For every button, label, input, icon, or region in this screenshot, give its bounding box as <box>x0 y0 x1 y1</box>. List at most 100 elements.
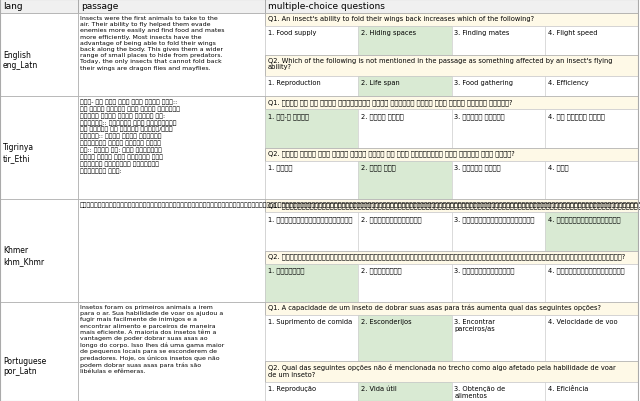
Text: 4. ቡዴት: 4. ቡዴት <box>548 164 568 171</box>
Text: lang: lang <box>3 2 22 11</box>
Text: Portuguese
por_Latn: Portuguese por_Latn <box>3 356 46 375</box>
Bar <box>358 27 451 55</box>
Bar <box>358 110 451 148</box>
Text: passage: passage <box>81 2 118 11</box>
Bar <box>265 148 638 161</box>
Text: Q1. A capacidade de um inseto de dobrar suas asas para trás aumenta qual das seg: Q1. A capacidade de um inseto de dobrar … <box>268 304 601 311</box>
Text: 1. Reprodução: 1. Reprodução <box>268 385 316 391</box>
Bar <box>265 161 358 200</box>
Bar <box>451 382 545 401</box>
Text: 2. ምህኡት ቤታታት: 2. ምህኡት ቤታታት <box>361 113 404 119</box>
Text: 1. តាមស័ឡញ: 1. តាមស័ឡញ <box>268 267 305 273</box>
Text: 1. តាមស័ឡញក្រឡត់អ្វឡត់: 1. តាមស័ឡញក្រឡត់អ្វឡត់ <box>268 215 353 222</box>
Bar <box>545 161 638 200</box>
Text: 3. តាមស័ឡញក្រឡាក: 3. តាមស័ឡញក្រឡាក <box>454 267 515 273</box>
Text: English
eng_Latn: English eng_Latn <box>3 51 38 70</box>
Text: Insects were the first animals to take to the
air. Their ability to fly helped t: Insects were the first animals to take t… <box>80 16 225 71</box>
Text: 3. ሟስከረት ሟየደብ: 3. ሟስከረት ሟየደብ <box>454 164 501 171</box>
Text: 1. ለዲ-ን ሟየደብ: 1. ለዲ-ን ሟየደብ <box>268 113 309 119</box>
Text: 4. Efficiency: 4. Efficiency <box>548 79 588 85</box>
Text: multiple-choice questions: multiple-choice questions <box>268 2 385 11</box>
Bar <box>545 213 638 251</box>
Bar <box>358 264 451 302</box>
Bar <box>545 110 638 148</box>
Text: 2. Esconderijos: 2. Esconderijos <box>361 318 412 324</box>
Bar <box>0 0 78 14</box>
Text: 1. Food supply: 1. Food supply <box>268 30 316 36</box>
Text: 2. Vida útil: 2. Vida útil <box>361 385 397 391</box>
Bar <box>265 302 638 315</box>
Text: 4. ንየ ሟንዳበም ፈጥነት: 4. ንየ ሟንዳበም ፈጥነት <box>548 113 605 119</box>
Bar <box>265 251 638 264</box>
Bar <box>358 315 451 361</box>
Text: 4. Flight speed: 4. Flight speed <box>548 30 597 36</box>
Bar <box>358 161 451 200</box>
Bar <box>265 264 358 302</box>
Bar <box>78 97 265 200</box>
Bar <box>265 97 638 110</box>
Bar <box>78 14 265 97</box>
Bar <box>265 27 358 55</box>
Bar <box>451 110 545 148</box>
Bar <box>545 382 638 401</box>
Text: 2. Life span: 2. Life span <box>361 79 400 85</box>
Text: 4. លាស័វយក័រហ៊អ្វឡត់: 4. លាស័វយក័រហ៊អ្វឡត់ <box>548 267 624 273</box>
Bar <box>358 382 451 401</box>
Bar <box>265 110 358 148</box>
Text: 4. ឡ្ចើហត់ឡន់អ្វឡត់: 4. ឡ្ចើហត់ឡន់អ្វឡត់ <box>548 215 620 222</box>
Bar <box>78 302 265 401</box>
Text: 3. Finding mates: 3. Finding mates <box>454 30 510 36</box>
Text: Khmer
khm_Khmr: Khmer khm_Khmr <box>3 246 44 265</box>
Bar <box>0 97 78 200</box>
Bar <box>265 382 358 401</box>
Text: 2. ក័ឡសត់ហ័ឡហថាន: 2. ក័ឡសត់ហ័ឡហថាន <box>361 215 422 222</box>
Text: Tigrinya
tir_Ethi: Tigrinya tir_Ethi <box>3 143 34 162</box>
Text: 2. ឡត់ម័លសៅ: 2. ឡត់ម័លសៅ <box>361 267 402 273</box>
Bar <box>0 200 78 302</box>
Bar <box>265 361 638 382</box>
Text: Q2. ឡើម័ឡញក្រន័ឡត់សត្វឡឹត្រស័វឡឹត្រអកាសត្វីត័ល័ស្តាមីអ្វសត្វត់ឡឹត្រឡត់អ្វសត្វត់ស: Q2. ឡើម័ឡញក្រន័ឡត់សត្វឡឹត្រស័វឡឹត្រអកាសត… <box>268 253 625 259</box>
Text: 1. ሟፈለየ: 1. ሟፈለየ <box>268 164 292 171</box>
Bar <box>451 264 545 302</box>
Bar <box>265 55 638 76</box>
Bar <box>265 315 358 361</box>
Bar <box>265 0 638 14</box>
Bar <box>451 315 545 361</box>
Text: 3. Obtenção de
alimentos: 3. Obtenção de alimentos <box>454 385 506 398</box>
Bar <box>451 27 545 55</box>
Text: អងអ្វានសត្វសាត់តជាមនុស្សទឹកទឹកទេលស្រភ់សត្វត់អកាសឈដាត់ឡើសកាសមរយ់អងអ្វសត្វត់អកាសទឹ: អងអ្វានសត្វសាត់តជាមនុស្សទឹកទឹកទេលស្រភ់សត… <box>80 201 640 207</box>
Text: Q2. ከሰደት ዘሰደት አብት መየየኖ ትሞየት ቅድኖት ንየ ሔደከ የድቶወተብያት ዘብጅ ዘደትምዊ አንደ እድቶት?: Q2. ከሰደት ዘሰደት አብት መየየኖ ትሞየት ቅድኖት ንየ ሔደከ … <box>268 150 515 157</box>
Text: Q2. Qual das seguintes opções não é mencionada no trecho como algo afetado pela : Q2. Qual das seguintes opções não é menc… <box>268 363 616 377</box>
Text: 1. Suprimento de comida: 1. Suprimento de comida <box>268 318 352 324</box>
Text: 4. Velocidade de voo: 4. Velocidade de voo <box>548 318 618 324</box>
Bar <box>451 76 545 97</box>
Bar <box>358 76 451 97</box>
Text: Q1. អសក្តន័ល័ស្រង្ស្ម័នុស្ស័ក្រិយ័ហើយត់ឡឹស្ត័ត័ត់សត្វម្ចើសត្វឡឹត្រហើយ័រត័ត័ត់សក្: Q1. អសក្តន័ល័ស្រង្ស្ម័នុស្ស័ក្រិយ័ហើយត់ឡ… <box>268 201 640 208</box>
Text: 4. Eficiência: 4. Eficiência <box>548 385 588 391</box>
Text: 3. ሟስከረት መሥምደት: 3. ሟስከረት መሥምደት <box>454 113 505 119</box>
Bar <box>545 315 638 361</box>
Text: ተሸረ- ናቡ አየር የመሂ አቤዜ አንናቅ የረሗ::
ንየ ሟንፈር አንቄረም ማንት በአንዳ ተአድተወን
ተሞኩ዆ን ሟንብን መሓየብ ተመሟ: ተሸረ- ናቡ አየር የመሂ አቤዜ አንናቅ የረሗ:: ንየ ሟንፈር አ… <box>80 99 180 174</box>
Text: 1. Reproduction: 1. Reproduction <box>268 79 321 85</box>
Text: 3. Food gathering: 3. Food gathering <box>454 79 513 85</box>
Text: Q1. ፈለሴት ንየ ሔደ ተሳንን ሟንየየዘዘዐም ዘዐንቦ አንዳብዠት ቅድኖት አንን መየረዕ ዘሰዘበት የመሳከት?: Q1. ፈለሴት ንየ ሔደ ተሳንን ሟንየየዘዘዐም ዘዐንቦ አንዳብዠት… <box>268 99 513 105</box>
Text: Q2. Which of the following is not mentioned in the passage as something affected: Q2. Which of the following is not mentio… <box>268 57 612 70</box>
Text: Q1. An insect's ability to fold their wings back increases which of the followin: Q1. An insect's ability to fold their wi… <box>268 16 534 22</box>
Bar <box>545 76 638 97</box>
Bar <box>265 76 358 97</box>
Bar <box>358 213 451 251</box>
Text: 3. Encontrar
parceiros/as: 3. Encontrar parceiros/as <box>454 318 495 331</box>
Bar <box>545 264 638 302</box>
Bar <box>451 161 545 200</box>
Bar <box>451 213 545 251</box>
Bar <box>0 14 78 97</box>
Text: Insetos foram os primeiros animais a irem
para o ar. Sua habilidade de voar os a: Insetos foram os primeiros animais a ire… <box>80 304 224 373</box>
Bar <box>545 27 638 55</box>
Bar <box>265 14 638 27</box>
Text: 2. ዮትት ዥወት: 2. ዮትት ዥወት <box>361 164 396 171</box>
Bar <box>78 0 265 14</box>
Bar <box>265 200 638 213</box>
Text: 3. តាមស័ឡញក្រឡាកស្តាម: 3. តាមស័ឡញក្រឡាកស្តាម <box>454 215 535 222</box>
Bar <box>265 213 358 251</box>
Text: 2. Hiding spaces: 2. Hiding spaces <box>361 30 417 36</box>
